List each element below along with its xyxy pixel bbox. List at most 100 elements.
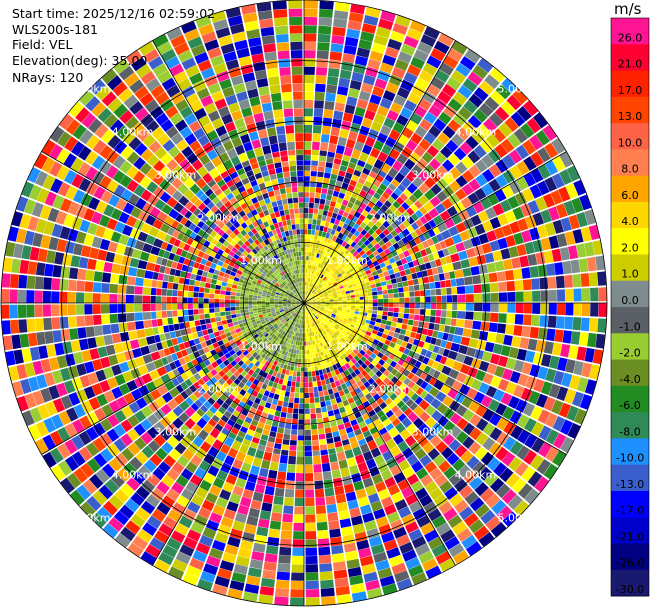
range-gate [295,387,300,393]
range-gate [214,312,221,317]
range-gate [496,271,506,282]
range-gate [543,341,554,355]
range-gate [84,304,93,315]
range-gate [497,213,509,226]
range-gate [370,317,377,322]
range-gate [322,289,326,293]
range-gate [456,286,466,294]
range-gate [436,363,444,372]
range-gate [442,248,450,257]
range-gate [515,144,530,160]
range-gate [522,188,535,202]
range-gate [279,538,292,548]
range-gate [521,326,531,338]
range-gate [403,72,418,85]
range-gate [287,407,293,414]
range-gate [304,247,307,252]
range-gate [378,303,384,307]
range-gate [276,383,283,390]
range-gate [315,407,322,414]
range-gate [311,284,315,289]
range-gate [409,297,415,303]
range-gate [347,272,352,277]
range-gate [415,251,423,259]
range-gate [474,223,486,235]
range-gate [322,251,327,256]
range-gate [440,288,447,295]
range-gate [398,334,405,341]
range-gate [418,321,424,328]
range-gate [398,308,405,313]
range-gate [329,304,334,306]
range-gate [554,262,564,275]
range-gate [304,116,313,125]
range-gate [348,130,358,141]
range-gate [371,287,377,292]
range-gate [419,225,428,234]
range-gate [156,288,162,296]
range-gate [402,263,410,270]
range-gate [473,284,482,294]
range-gate [225,291,231,296]
range-gate [508,246,519,258]
range-gate [269,520,281,530]
range-gate [392,283,398,289]
range-gate [508,180,522,195]
range-gate [326,227,332,234]
range-gate [291,424,298,430]
range-gate [406,207,415,216]
range-gate [298,350,302,355]
range-gate [109,283,119,294]
range-gate [344,206,352,214]
range-gate [260,577,275,588]
range-gate [329,296,334,299]
range-gate [435,354,443,363]
range-gate [378,196,387,204]
range-gate [507,133,522,148]
range-gate [535,196,548,211]
range-gate [370,216,378,224]
range-gate [213,331,220,337]
range-gate [10,274,19,288]
range-gate [299,341,302,346]
range-gate [312,439,319,446]
range-gate [199,319,206,325]
range-gate [315,287,319,291]
range-gate [325,92,336,102]
range-gate [455,188,467,201]
range-gate [335,237,341,244]
range-gate [326,280,331,284]
range-gate [336,322,341,326]
range-gate [348,275,354,280]
range-gate [307,297,311,301]
range-gate [11,334,22,350]
range-gate [488,164,502,178]
range-gate [304,234,308,239]
range-gate [430,76,445,90]
range-gate [364,299,369,303]
range-gate [557,357,568,372]
range-gate [350,241,357,248]
range-gate [405,255,413,263]
range-gate [342,534,355,545]
range-gate [316,380,322,387]
range-gate [304,91,314,100]
range-gate [390,229,398,238]
range-gate [364,180,372,188]
range-gate [405,198,414,207]
range-gate [315,276,319,281]
range-gate [396,351,403,358]
range-gate [354,311,359,315]
range-gate [414,308,420,315]
range-gate [516,445,530,461]
range-gate [327,68,340,78]
range-gate [315,370,320,376]
range-gate [377,352,384,359]
range-gate [254,534,267,545]
range-gate [365,319,371,324]
range-gate [356,338,362,343]
range-gate [359,303,364,306]
range-gate [257,303,262,306]
range-gate [150,287,157,296]
range-gate [274,487,285,497]
